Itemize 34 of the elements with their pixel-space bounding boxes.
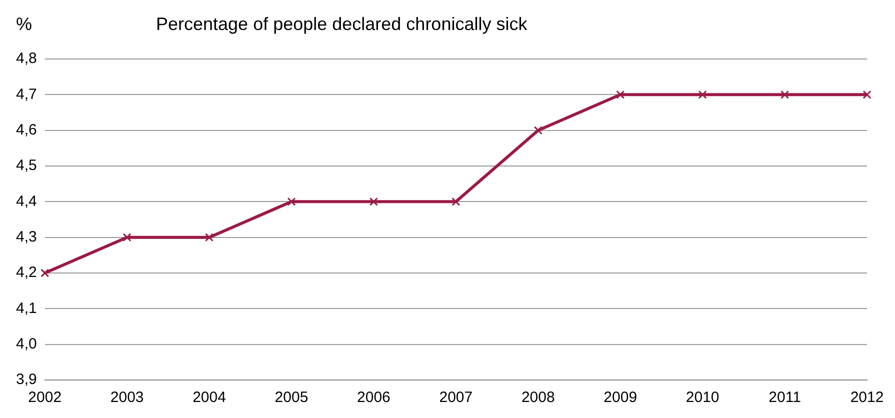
- y-tick-label: 4,8: [16, 50, 37, 68]
- y-axis-title: %: [16, 14, 32, 35]
- point: [616, 90, 625, 99]
- point: [369, 197, 378, 206]
- y-tick-label: 4,2: [16, 264, 37, 282]
- y-tick-label: 4,0: [16, 335, 37, 352]
- point: [40, 268, 50, 278]
- y-tick-label: 4,1: [16, 300, 37, 317]
- y-tick-label: 4,4: [16, 192, 37, 210]
- point: [204, 233, 214, 242]
- x-tick-label: 2002: [28, 389, 62, 406]
- x-tick-label: 2010: [686, 389, 720, 406]
- x-tick-label: 2011: [768, 389, 801, 406]
- x-tick-label: 2007: [439, 389, 473, 406]
- x-tick-label: 2003: [110, 389, 144, 406]
- point: [780, 90, 790, 99]
- point: [862, 90, 872, 99]
- x-tick-label: 2012: [850, 389, 884, 406]
- point: [534, 126, 542, 135]
- x-tick-label: 2005: [274, 389, 308, 406]
- x-tick-label: 2008: [521, 389, 555, 406]
- point: [698, 90, 707, 99]
- y-tick-label: 3,9: [16, 371, 37, 388]
- point: [287, 197, 296, 206]
- y-tick-label: 4,3: [16, 228, 37, 246]
- y-tick-label: 4,6: [16, 121, 37, 138]
- y-tick-label: 4,7: [16, 86, 37, 103]
- point: [452, 197, 460, 206]
- chart-title: Percentage of people declared chronically sick: [156, 14, 528, 35]
- x-tick-label: 2009: [604, 389, 638, 406]
- x-tick-label: 2006: [357, 389, 390, 406]
- x-tick-label: 2004: [192, 389, 226, 406]
- y-tick-label: 4,5: [16, 157, 37, 174]
- point: [122, 233, 132, 242]
